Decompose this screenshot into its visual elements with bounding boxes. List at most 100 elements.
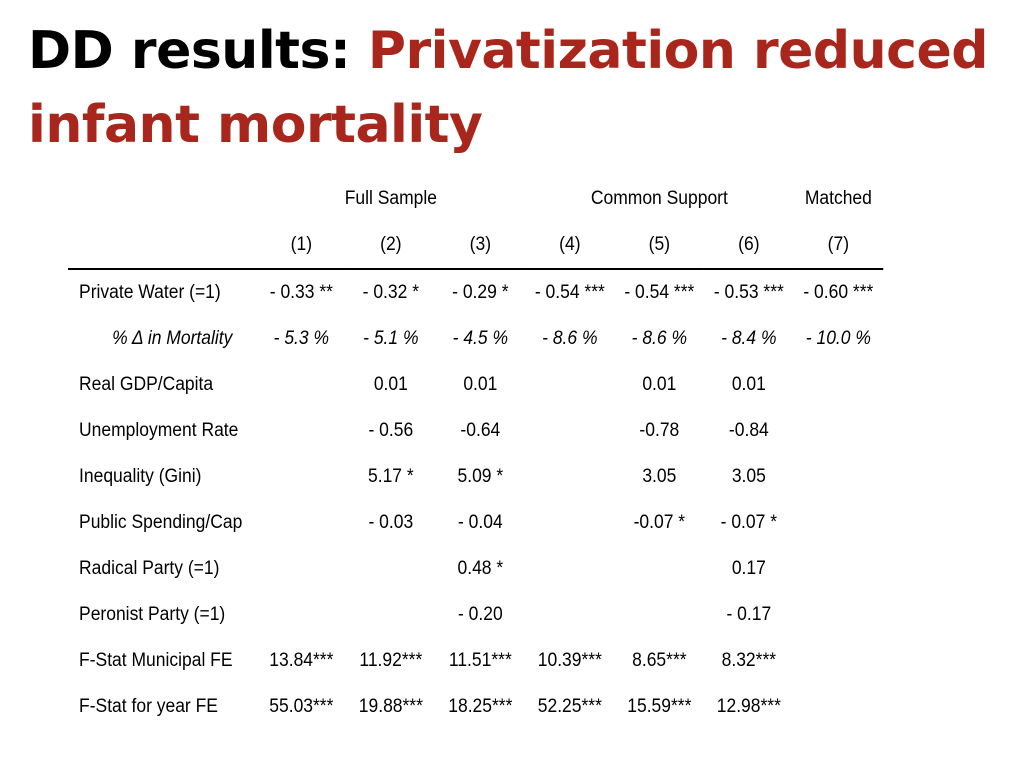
table-cell: - 0.54 *** — [624, 282, 695, 303]
row-label: Real GDP/Capita — [79, 374, 214, 395]
table-cell: 12.98*** — [716, 696, 781, 717]
table-cell — [257, 592, 346, 638]
table-cell: 11.92*** — [359, 650, 423, 671]
row-label: Private Water (=1) — [79, 282, 221, 303]
table-cell: - 0.29 * — [452, 282, 509, 303]
group-header-full-sample: Full Sample — [344, 188, 437, 209]
table-cell: - 0.33 ** — [269, 282, 333, 303]
table-cell: -0.78 — [639, 420, 680, 441]
table-cell: - 10.0 % — [805, 328, 871, 349]
column-number: (7) — [793, 222, 884, 270]
table-cell — [257, 546, 346, 592]
title-highlight-line2: infant mortality — [28, 95, 483, 155]
column-number: (3) — [435, 222, 526, 270]
table-cell: 3.05 — [642, 466, 677, 487]
column-group-header-row: Full Sample Common Support Matched — [68, 176, 883, 222]
table-row: Real GDP/Capita 0.01 0.01 0.01 0.01 — [68, 362, 883, 408]
column-number: (1) — [256, 222, 347, 270]
table-cell: 0.17 — [731, 558, 766, 579]
table-cell: -0.07 * — [633, 512, 686, 533]
table-cell — [615, 546, 704, 592]
table-cell: - 4.5 % — [452, 328, 509, 349]
table-cell — [794, 500, 884, 546]
table-cell: - 0.60 *** — [803, 282, 874, 303]
table-cell — [346, 592, 435, 638]
table-cell — [257, 362, 346, 408]
table-cell — [257, 500, 346, 546]
table-cell: - 8.6 % — [542, 328, 598, 349]
table-cell: 0.01 — [463, 374, 498, 395]
table-row: Peronist Party (=1) - 0.20 - 0.17 — [68, 592, 883, 638]
group-header-common-support: Common Support — [590, 188, 728, 209]
table-cell: - 0.32 * — [362, 282, 420, 303]
table-cell: 5.17 * — [368, 466, 414, 487]
table-cell: 11.51*** — [448, 650, 512, 671]
table-cell: - 0.07 * — [720, 512, 778, 533]
table-cell: 0.48 * — [457, 558, 504, 579]
table-cell: 0.01 — [731, 374, 766, 395]
table-cell: - 0.03 — [368, 512, 414, 533]
table-cell — [794, 408, 884, 454]
empty-header-cell — [68, 222, 257, 270]
regression-results-table: Full Sample Common Support Matched (1) (… — [68, 176, 884, 730]
table-cell: 10.39*** — [537, 650, 602, 671]
row-label: F-Stat Municipal FE — [79, 650, 233, 671]
table-row: Public Spending/Cap - 0.03 - 0.04 -0.07 * - … — [68, 500, 883, 546]
table-cell: 55.03*** — [269, 696, 334, 717]
table-cell: 0.01 — [373, 374, 408, 395]
table-cell: 8.65*** — [632, 650, 687, 671]
row-label: Unemployment Rate — [79, 420, 239, 441]
table-cell: 15.59*** — [627, 696, 692, 717]
table-cell — [525, 592, 614, 638]
table-cell: - 0.54 *** — [534, 282, 605, 303]
table-cell — [525, 546, 614, 592]
column-number: (2) — [346, 222, 436, 270]
title-prefix: DD results: — [28, 21, 368, 81]
row-label: Radical Party (=1) — [79, 558, 220, 579]
table-cell: 5.09 * — [457, 466, 504, 487]
table-cell — [257, 454, 346, 500]
table-cell: - 5.1 % — [363, 328, 419, 349]
row-label: Peronist Party (=1) — [79, 604, 226, 625]
empty-header-cell — [68, 176, 257, 222]
table-cell — [794, 546, 884, 592]
table-cell: - 8.6 % — [631, 328, 688, 349]
column-number: (4) — [525, 222, 615, 270]
table-cell: - 0.04 — [457, 512, 503, 533]
table-cell: - 8.4 % — [721, 328, 777, 349]
table-cell — [794, 362, 884, 408]
table-cell: 18.25*** — [448, 696, 513, 717]
table-cell: 52.25*** — [537, 696, 602, 717]
table-cell — [525, 408, 614, 454]
table-cell: 8.32*** — [721, 650, 777, 671]
group-header-matched: Matched — [804, 188, 872, 209]
table-cell — [525, 454, 614, 500]
row-label: % Δ in Mortality — [112, 328, 233, 349]
table-cell: - 0.53 *** — [713, 282, 784, 303]
table-row: % Δ in Mortality - 5.3 % - 5.1 % - 4.5 % - 8… — [68, 316, 883, 362]
table-cell: -0.64 — [460, 420, 501, 441]
table-cell — [615, 592, 704, 638]
table-cell — [525, 362, 614, 408]
table-cell: - 0.17 — [726, 604, 772, 625]
table-cell: 3.05 — [731, 466, 766, 487]
table-cell — [257, 408, 346, 454]
table-row: Unemployment Rate - 0.56 -0.64 -0.78 -0.84 — [68, 408, 883, 454]
table-cell — [794, 454, 884, 500]
table-cell: 19.88*** — [358, 696, 423, 717]
table-cell: 0.01 — [642, 374, 677, 395]
table-row: Radical Party (=1) 0.48 * 0.17 — [68, 546, 883, 592]
table-body: Private Water (=1) - 0.33 ** - 0.32 * - 0.2… — [68, 269, 883, 730]
row-label: Public Spending/Cap — [79, 512, 243, 533]
table-cell: 13.84*** — [269, 650, 334, 671]
table-row: F-Stat Municipal FE 13.84*** 11.92*** 11.51… — [68, 638, 883, 684]
table-cell — [346, 546, 435, 592]
slide-title: DD results: Privatization reduced infant… — [28, 14, 1008, 162]
table-cell — [525, 500, 614, 546]
column-number: (5) — [614, 222, 705, 270]
table-cell: - 0.56 — [368, 420, 414, 441]
table-cell — [794, 592, 884, 638]
column-number-row: (1) (2) (3) (4) (5) (6) (7) — [68, 222, 884, 270]
table-cell: - 5.3 % — [273, 328, 330, 349]
table-cell: -0.84 — [728, 420, 769, 441]
